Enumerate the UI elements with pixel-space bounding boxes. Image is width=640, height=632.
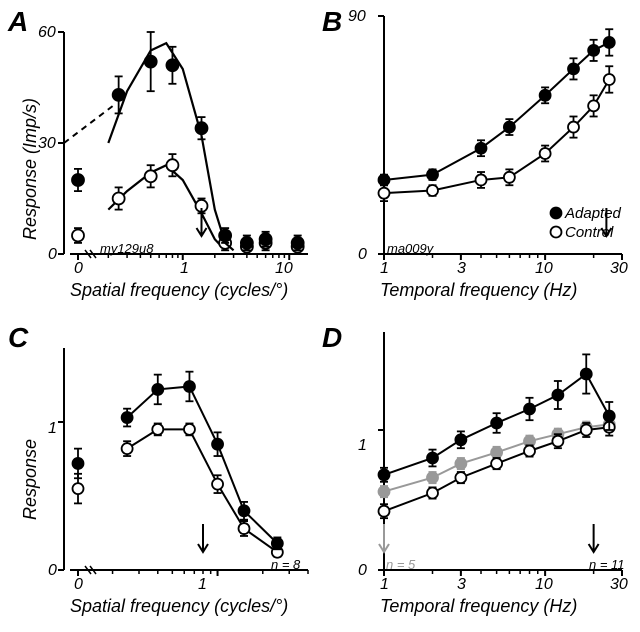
xlabel-b: Temporal frequency (Hz) (380, 280, 577, 301)
xtick-b-3: 3 (457, 260, 466, 278)
ylabel-c: Response (20, 439, 41, 520)
ytick-b-90: 90 (348, 8, 366, 26)
xtick-b-30: 30 (610, 260, 628, 278)
panel-label-c: C (8, 322, 28, 354)
ytick-a-30: 30 (38, 135, 56, 153)
figure-container: A B C D Response (Imp/s) Response Spatia… (0, 0, 640, 632)
xlabel-a: Spatial frequency (cycles/°) (70, 280, 288, 301)
chart-svg (0, 0, 640, 632)
panel-label-d: D (322, 322, 342, 354)
legend-control-label: Control (565, 224, 613, 241)
xtick-d-30: 30 (610, 576, 628, 594)
n-label-c: n = 8 (271, 557, 300, 572)
ytick-d-1: 1 (358, 437, 367, 455)
xtick-d-10: 10 (535, 576, 553, 594)
ytick-a-0: 0 (48, 246, 57, 264)
ytick-a-60: 60 (38, 24, 56, 42)
ytick-c-1: 1 (48, 420, 57, 438)
xtick-c-1: 1 (198, 576, 207, 594)
ytick-d-0: 0 (358, 562, 367, 580)
xlabel-d: Temporal frequency (Hz) (380, 596, 577, 617)
ytick-b-0: 0 (358, 246, 367, 264)
xlabel-c: Spatial frequency (cycles/°) (70, 596, 288, 617)
ylabel-a: Response (Imp/s) (20, 98, 41, 240)
n-label-d: n = 11 (589, 557, 625, 572)
xtick-c-0: 0 (74, 576, 83, 594)
sample-id-a: my129u8 (100, 241, 153, 256)
xtick-b-10: 10 (535, 260, 553, 278)
panel-label-a: A (8, 6, 28, 38)
xtick-d-3: 3 (457, 576, 466, 594)
ytick-c-0: 0 (48, 562, 57, 580)
legend-adapted-label: Adapted (565, 205, 621, 222)
xtick-a-1: 1 (180, 260, 189, 278)
xtick-d-1: 1 (380, 576, 389, 594)
xtick-a-10: 10 (275, 260, 293, 278)
xtick-b-1: 1 (380, 260, 389, 278)
xtick-a-0: 0 (74, 260, 83, 278)
n5-label-d: n = 5 (386, 557, 415, 572)
sample-id-b: ma009y (387, 241, 433, 256)
panel-label-b: B (322, 6, 342, 38)
